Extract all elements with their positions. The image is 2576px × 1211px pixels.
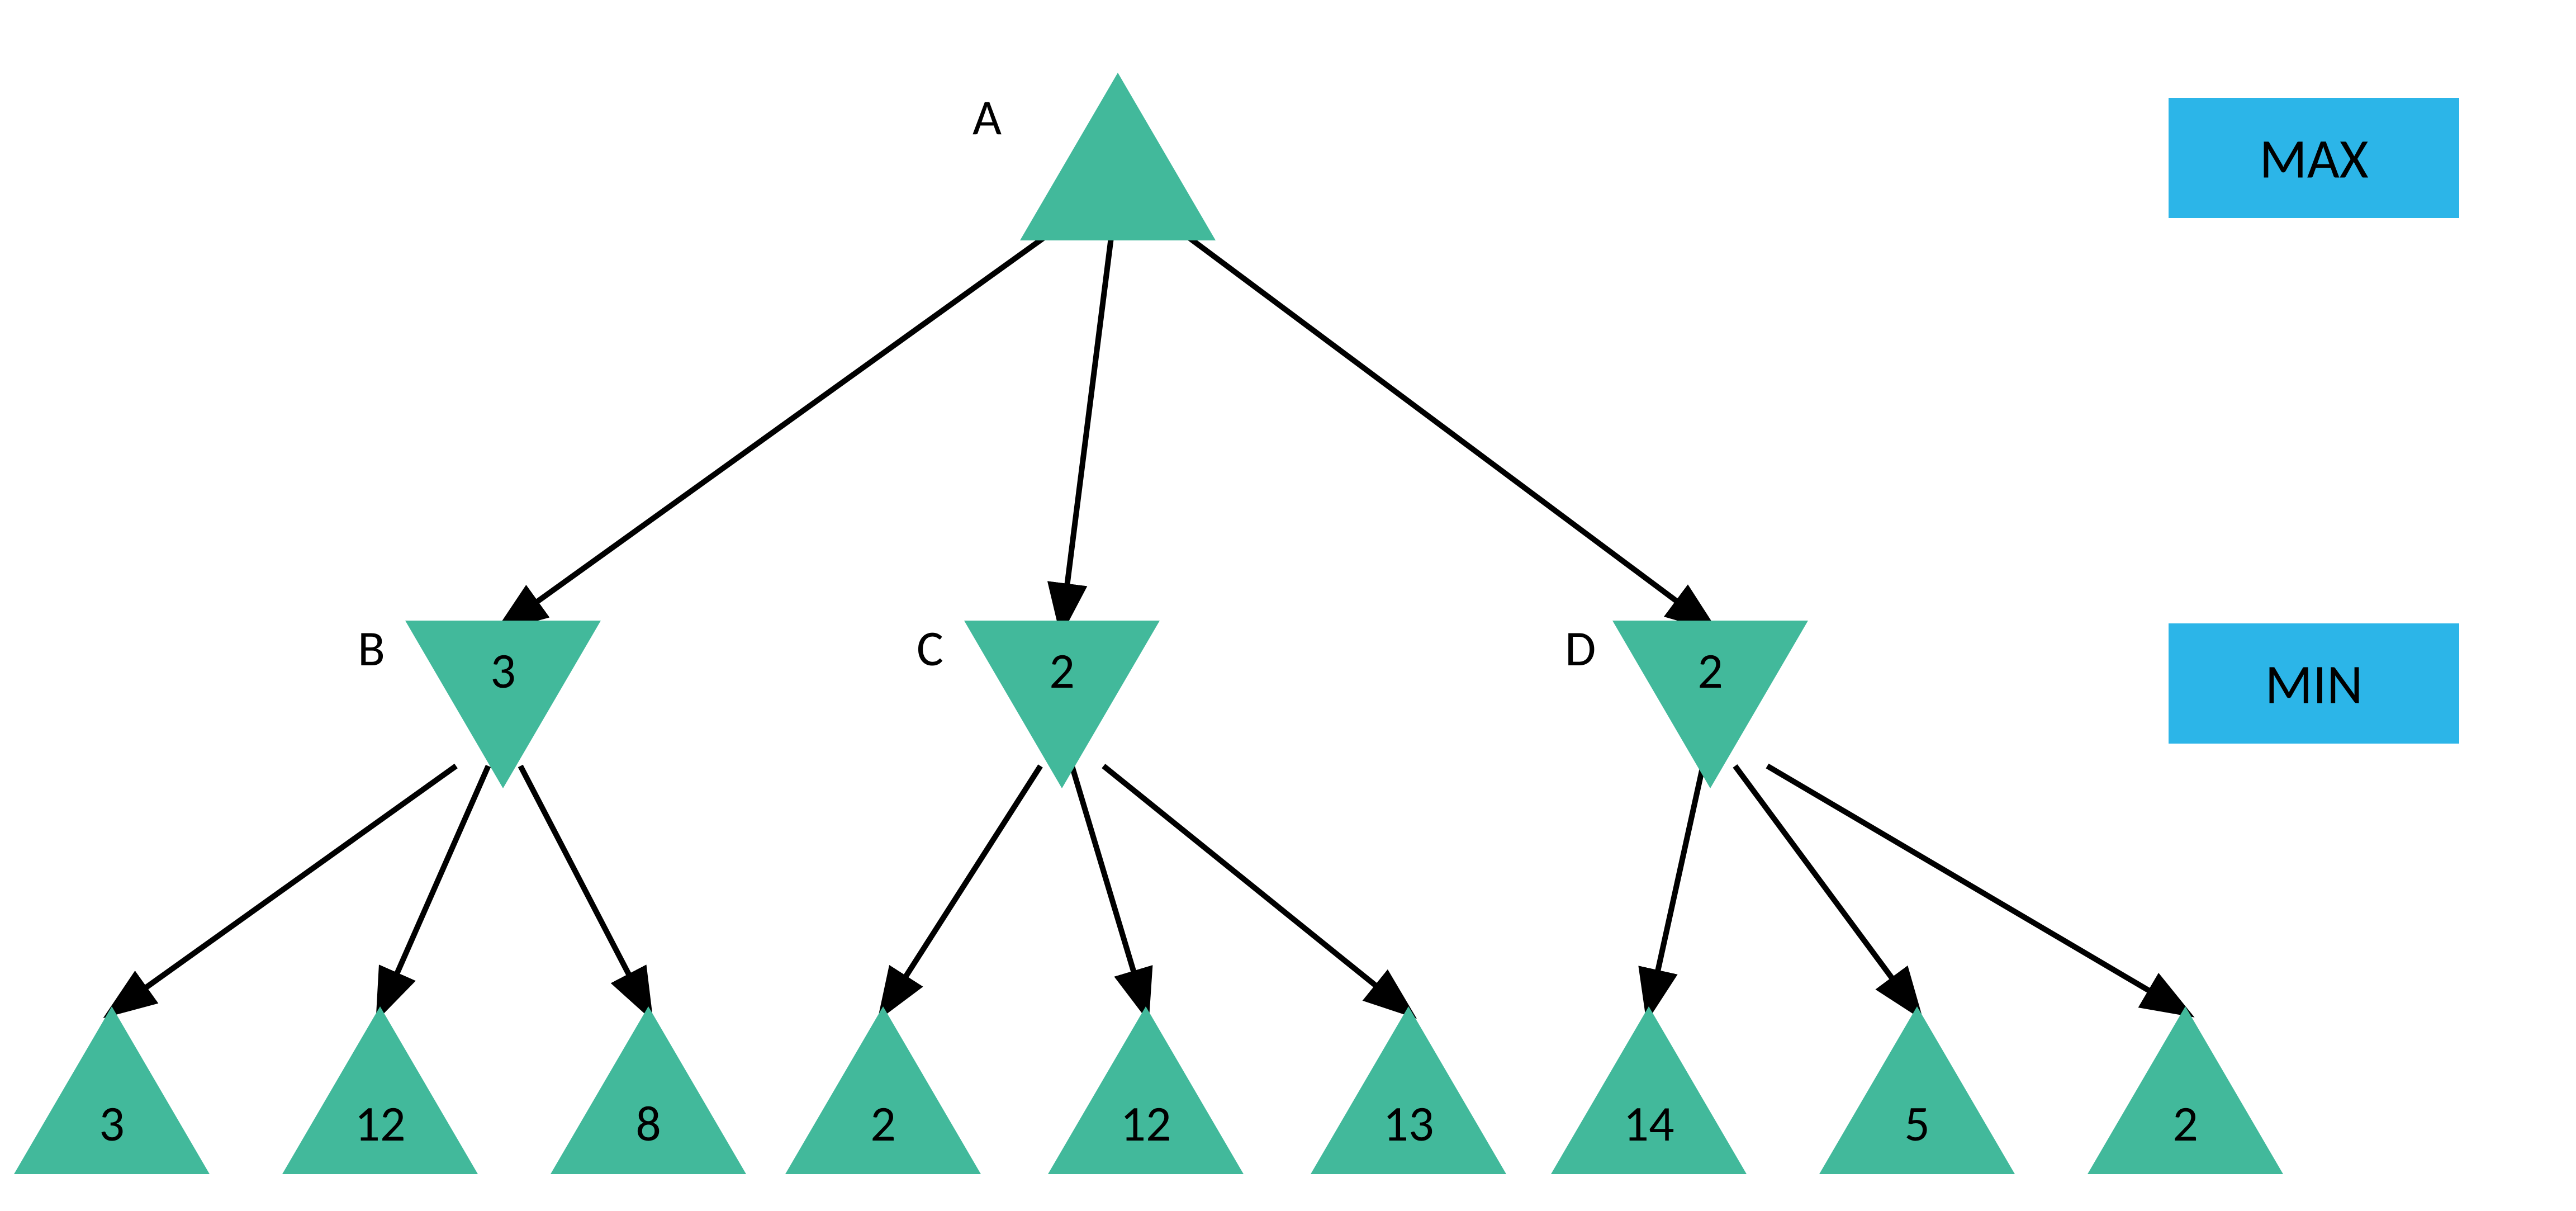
node-C-value: 2 xyxy=(1049,640,1075,702)
node-L3-value: 8 xyxy=(635,1093,661,1155)
node-L2-value: 12 xyxy=(354,1093,405,1155)
legend-min-text: MIN xyxy=(2265,650,2362,718)
node-L5: 12 xyxy=(1048,1006,1244,1174)
nodes-layer: AB3C2D23128212131452 xyxy=(14,73,2283,1174)
edge-A-B xyxy=(503,238,1044,626)
node-L7-value: 14 xyxy=(1623,1093,1674,1155)
node-L2: 12 xyxy=(282,1006,478,1174)
edge-C-L6 xyxy=(1103,766,1408,1012)
node-D-value: 2 xyxy=(1697,640,1723,702)
node-A-label: A xyxy=(972,87,1002,148)
node-L3: 8 xyxy=(551,1006,746,1174)
edge-B-L1 xyxy=(112,766,456,1012)
legend-max: MAX xyxy=(2169,98,2459,218)
node-C: C2 xyxy=(917,618,1160,788)
node-B-value: 3 xyxy=(490,640,516,702)
edge-A-C xyxy=(1062,238,1111,626)
edge-D-L9 xyxy=(1767,766,2185,1012)
node-L4-value: 2 xyxy=(870,1093,896,1155)
node-B-label: B xyxy=(358,618,385,679)
legend-min: MIN xyxy=(2169,623,2459,744)
minimax-tree-diagram: AB3C2D23128212131452MAXMIN xyxy=(0,0,2576,1211)
node-L9-value: 2 xyxy=(2172,1093,2198,1155)
node-L5-value: 12 xyxy=(1120,1093,1171,1155)
node-L6: 13 xyxy=(1311,1006,1506,1174)
node-L1: 3 xyxy=(14,1006,210,1174)
node-L6-value: 13 xyxy=(1383,1093,1434,1155)
edge-C-L5 xyxy=(1072,766,1146,1012)
node-L9: 2 xyxy=(2088,1006,2283,1174)
legend-max-text: MAX xyxy=(2259,125,2368,193)
node-L8: 5 xyxy=(1819,1006,2015,1174)
edge-B-L3 xyxy=(520,766,648,1012)
node-L8-value: 5 xyxy=(1904,1093,1930,1155)
node-D-label: D xyxy=(1565,618,1596,679)
node-L4: 2 xyxy=(785,1006,981,1174)
node-A: A xyxy=(972,73,1216,240)
max-triangle xyxy=(1020,73,1216,240)
edge-A-D xyxy=(1189,238,1710,626)
node-D: D2 xyxy=(1565,618,1808,788)
edge-B-L2 xyxy=(380,766,488,1012)
node-L7: 14 xyxy=(1551,1006,1747,1174)
node-C-label: C xyxy=(917,618,943,679)
legend-layer: MAX MIN xyxy=(2169,98,2459,744)
node-L1-value: 3 xyxy=(99,1093,125,1155)
node-B: B3 xyxy=(358,618,601,788)
edge-C-L4 xyxy=(883,766,1041,1012)
edge-D-L7 xyxy=(1649,766,1703,1012)
